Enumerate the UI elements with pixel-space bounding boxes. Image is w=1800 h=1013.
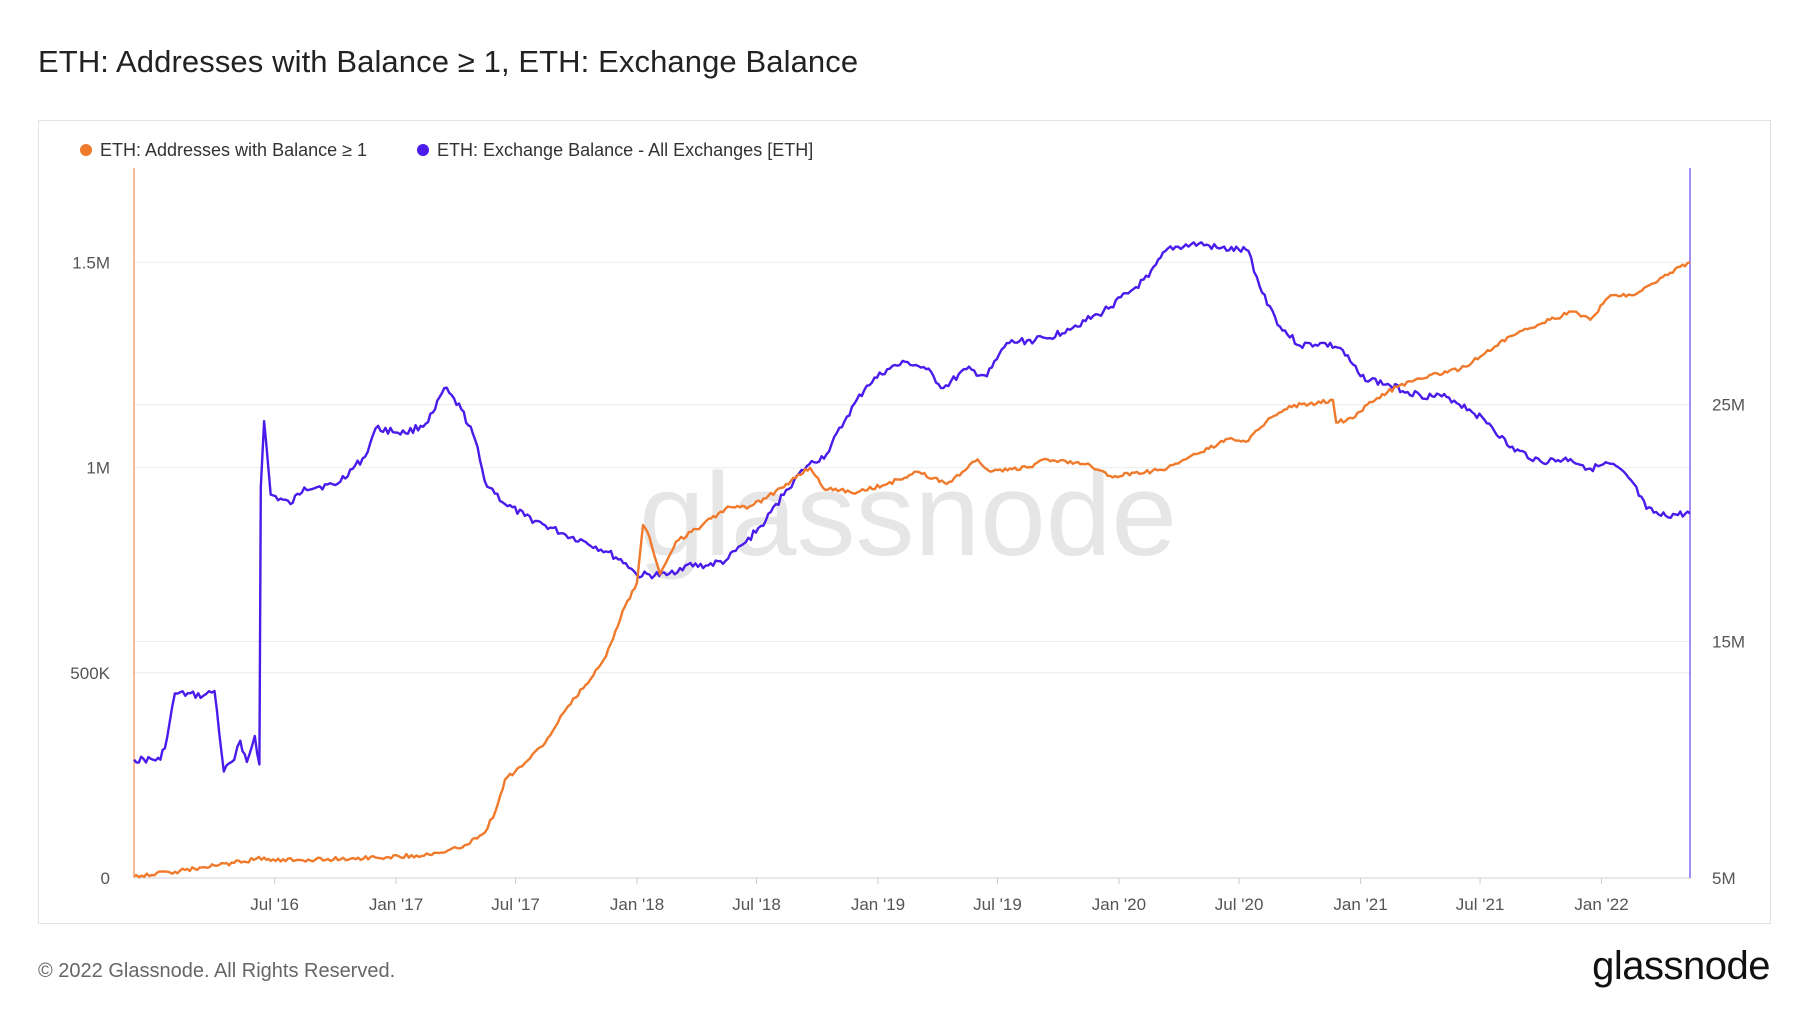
x-tick-label: Jan '19	[851, 895, 905, 914]
legend-item-addresses[interactable]: ETH: Addresses with Balance ≥ 1	[80, 140, 367, 161]
copyright-text: © 2022 Glassnode. All Rights Reserved.	[38, 960, 396, 982]
chart-container	[38, 120, 1771, 924]
series-line-exchange-balance	[133, 241, 1691, 773]
x-tick-label: Jan '21	[1333, 895, 1387, 914]
y-left-tick-label: 500K	[70, 664, 110, 683]
x-tick-label: Jul '18	[732, 895, 781, 914]
x-tick-label: Jul '20	[1215, 895, 1264, 914]
series-lines	[133, 241, 1691, 879]
legend-item-exchange-balance[interactable]: ETH: Exchange Balance - All Exchanges [E…	[417, 140, 813, 161]
y-left-tick-label: 1M	[86, 459, 110, 478]
tick-labels: 0 500K 1M 1.5M 5M 15M 25M Jul '16 Jan '17 Jul '17…	[70, 253, 1745, 914]
y-right-tick-label: 5M	[1712, 869, 1736, 888]
y-left-tick-label: 0	[101, 869, 110, 888]
x-tick-label: Jan '22	[1574, 895, 1628, 914]
legend-dot-addresses	[80, 144, 92, 156]
legend-label-addresses: ETH: Addresses with Balance ≥ 1	[100, 139, 368, 160]
glassnode-logo[interactable]: glassnode	[1592, 944, 1770, 988]
page-title: ETH: Addresses with Balance ≥ 1, ETH: Ex…	[38, 44, 859, 79]
axes	[133, 168, 1691, 884]
y-left-tick-label: 1.5M	[72, 253, 110, 272]
x-tick-label: Jul '17	[491, 895, 540, 914]
y-right-tick-label: 25M	[1712, 396, 1745, 415]
x-tick-label: Jan '17	[369, 895, 423, 914]
x-tick-label: Jul '21	[1456, 895, 1505, 914]
x-tick-label: Jan '20	[1092, 895, 1146, 914]
legend-label-exchange-balance: ETH: Exchange Balance - All Exchanges [E…	[437, 139, 814, 160]
series-line-addresses	[133, 261, 1691, 879]
chart-legend: ETH: Addresses with Balance ≥ 1 ETH: Exc…	[80, 138, 863, 162]
y-right-tick-label: 15M	[1712, 632, 1745, 651]
x-tick-label: Jan '18	[610, 895, 664, 914]
legend-dot-exchange-balance	[417, 144, 430, 156]
x-tick-label: Jul '16	[250, 895, 299, 914]
x-tick-label: Jul '19	[973, 895, 1022, 914]
